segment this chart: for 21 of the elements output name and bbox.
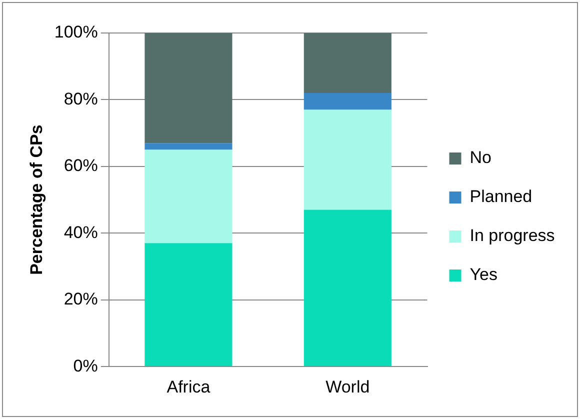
x-tick-label: World xyxy=(326,377,370,396)
bar xyxy=(304,210,392,366)
bar xyxy=(304,110,392,210)
bar xyxy=(144,150,232,244)
legend-label: Yes xyxy=(470,265,498,284)
x-tick-label: Africa xyxy=(166,377,211,396)
legend-label: In progress xyxy=(470,226,555,246)
bar xyxy=(144,33,232,144)
y-axis-title: Percentage of CPs xyxy=(26,124,46,275)
y-tick-label: 20% xyxy=(64,290,98,309)
y-tick-label: 0% xyxy=(73,356,98,376)
bar xyxy=(304,33,392,94)
y-tick-label: 100% xyxy=(54,22,98,42)
y-tick-label: 80% xyxy=(64,89,98,108)
bar xyxy=(144,243,232,366)
bar xyxy=(304,93,392,110)
y-tick-label: 40% xyxy=(64,222,98,242)
y-tick-label: 60% xyxy=(64,156,98,176)
legend-label: Planned xyxy=(470,187,532,206)
legend-label: No xyxy=(470,148,492,168)
bar xyxy=(144,143,232,150)
